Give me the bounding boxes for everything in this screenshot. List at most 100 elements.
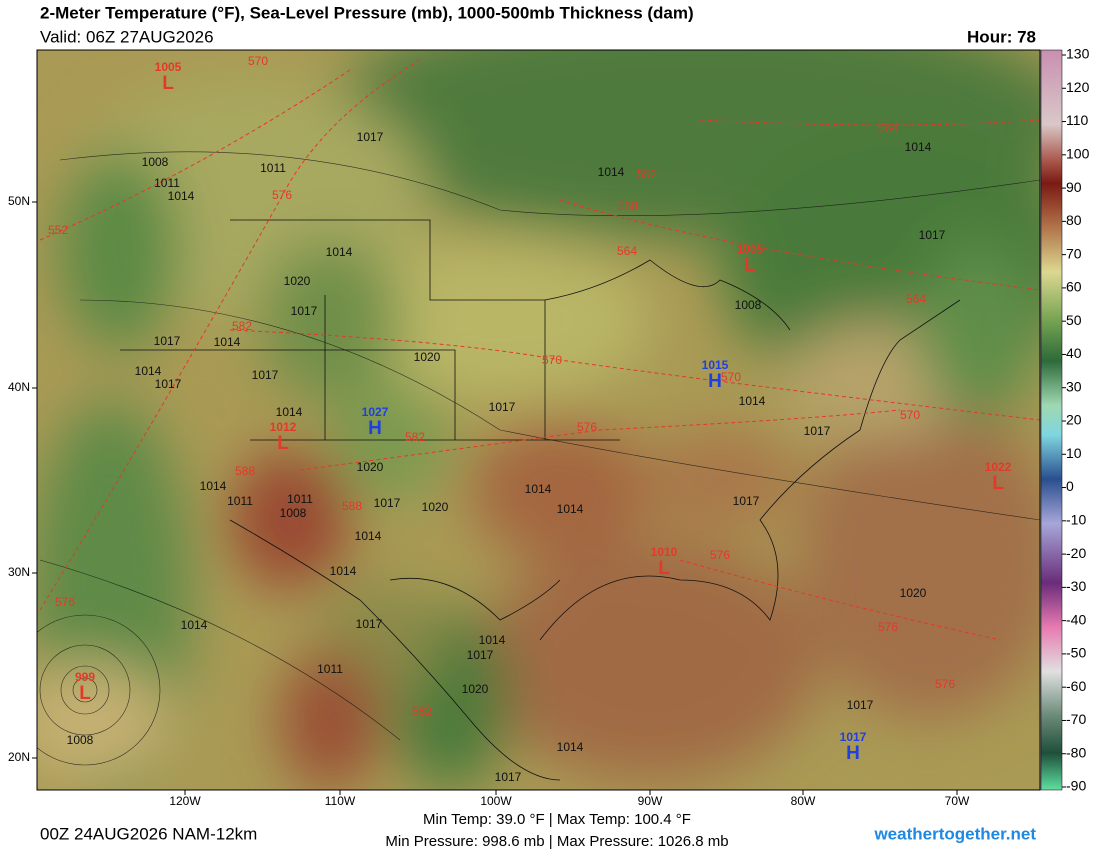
thickness-label: 576 <box>878 620 898 634</box>
forecast-hour: Hour: 78 <box>967 27 1036 46</box>
isobar-label: 1014 <box>330 564 357 578</box>
colorbar-label: 130 <box>1066 46 1090 62</box>
isobar-label: 1017 <box>804 424 831 438</box>
colorbar-label: -60 <box>1066 678 1086 694</box>
isobar-label: 1014 <box>905 140 932 154</box>
isobar-label: 1014 <box>557 502 584 516</box>
colorbar-label: 120 <box>1066 79 1090 95</box>
pressure-letter: H <box>368 418 382 439</box>
thickness-label: 576 <box>272 188 292 202</box>
isobar-label: 1014 <box>168 189 195 203</box>
thickness-label: 552 <box>637 167 657 181</box>
isobar-label: 1017 <box>467 648 494 662</box>
pressure-value: 1015 <box>702 358 729 372</box>
colorbar-label: 110 <box>1066 112 1089 128</box>
pressure-letter: L <box>162 73 174 94</box>
longitude-label: 70W <box>945 794 970 808</box>
isobar-label: 1014 <box>181 618 208 632</box>
colorbar-label: 100 <box>1066 146 1090 162</box>
pressure-letter: L <box>744 255 756 276</box>
isobar-label: 1008 <box>142 155 169 169</box>
colorbar-label: 90 <box>1066 179 1082 195</box>
pressure-letter: L <box>992 473 1004 494</box>
thickness-label: 564 <box>906 292 926 306</box>
longitude-label: 100W <box>480 794 512 808</box>
thickness-label: 570 <box>721 370 741 384</box>
isobar-label: 1020 <box>284 274 311 288</box>
isobar-label: 1011 <box>287 492 313 506</box>
map-field <box>37 50 1040 790</box>
model-run: 00Z 24AUG2026 NAM-12km <box>40 824 257 843</box>
isobar-label: 1017 <box>291 304 318 318</box>
isobar-label: 1014 <box>135 364 162 378</box>
pressure-letter: L <box>79 683 91 704</box>
colorbar-label: -50 <box>1066 645 1086 661</box>
colorbar-label: 50 <box>1066 312 1082 328</box>
colorbar <box>1040 49 1063 791</box>
isobar-label: 1008 <box>735 298 762 312</box>
isobar-label: 1017 <box>489 400 516 414</box>
thickness-label: 582 <box>405 430 425 444</box>
isobar-label: 1017 <box>357 130 384 144</box>
isobar-label: 1017 <box>155 377 182 391</box>
longitude-label: 110W <box>325 794 356 808</box>
pressure-letter: H <box>708 371 722 392</box>
colorbar-label: 10 <box>1066 445 1082 461</box>
thickness-label: 570 <box>542 353 562 367</box>
isobar-label: 1017 <box>733 494 760 508</box>
colorbar-label: -30 <box>1066 578 1086 594</box>
pressure-letter: L <box>277 433 289 454</box>
isobar-label: 1017 <box>374 496 401 510</box>
thickness-label: 558 <box>618 199 638 213</box>
thickness-label: 588 <box>342 499 362 513</box>
thickness-label: 564 <box>617 244 637 258</box>
isobar-label: 1008 <box>280 506 307 520</box>
isobar-label: 1011 <box>227 494 253 508</box>
isobar-label: 1020 <box>462 682 489 696</box>
longitude-label: 120W <box>169 794 201 808</box>
pressure-value: 1005 <box>737 242 764 256</box>
colorbar-label: 30 <box>1066 378 1082 394</box>
longitude-label: 90W <box>638 794 663 808</box>
isobar-label: 1017 <box>252 368 279 382</box>
pressure-value: 1017 <box>840 730 867 744</box>
isobar-label: 1014 <box>326 245 353 259</box>
thickness-label: 582 <box>412 704 432 718</box>
pressure-value: 1012 <box>270 420 297 434</box>
thickness-label: 564 <box>878 121 898 135</box>
latitude-label: 30N <box>8 565 30 579</box>
site-credit: weathertogether.net <box>873 824 1036 843</box>
isobar-label: 1014 <box>200 479 227 493</box>
temp-range: Min Temp: 39.0 °F | Max Temp: 100.4 °F <box>423 811 691 828</box>
title: 2-Meter Temperature (°F), Sea-Level Pres… <box>40 3 694 22</box>
latitude-label: 20N <box>8 750 30 764</box>
isobar-label: 1014 <box>739 394 766 408</box>
pressure-letter: L <box>658 558 670 579</box>
longitude-label: 80W <box>791 794 816 808</box>
isobar-label: 1017 <box>919 228 946 242</box>
isobar-label: 1017 <box>847 698 874 712</box>
colorbar-label: -10 <box>1066 512 1086 528</box>
isobar-label: 1008 <box>67 733 94 747</box>
pressure-letter: H <box>846 743 860 764</box>
colorbar-label: 70 <box>1066 245 1082 261</box>
latitude-label: 40N <box>8 380 30 394</box>
thickness-label: 576 <box>577 420 597 434</box>
thickness-label: 582 <box>232 319 252 333</box>
thickness-label: 588 <box>235 464 255 478</box>
map-frame <box>36 49 1041 791</box>
thickness-label: 570 <box>900 408 920 422</box>
pressure-value: 1027 <box>362 405 389 419</box>
colorbar-label: 20 <box>1066 412 1082 428</box>
colorbar-label: -90 <box>1066 778 1086 794</box>
pressure-value: 1005 <box>155 60 182 74</box>
thickness-label: 576 <box>935 677 955 691</box>
isobar-label: 1020 <box>900 586 927 600</box>
isobar-label: 1020 <box>422 500 449 514</box>
colorbar-label: -40 <box>1066 611 1086 627</box>
isobar-label: 1011 <box>260 161 286 175</box>
thickness-label: 552 <box>48 223 68 237</box>
colorbar-label: 80 <box>1066 212 1082 228</box>
isobar-label: 1014 <box>276 405 303 419</box>
